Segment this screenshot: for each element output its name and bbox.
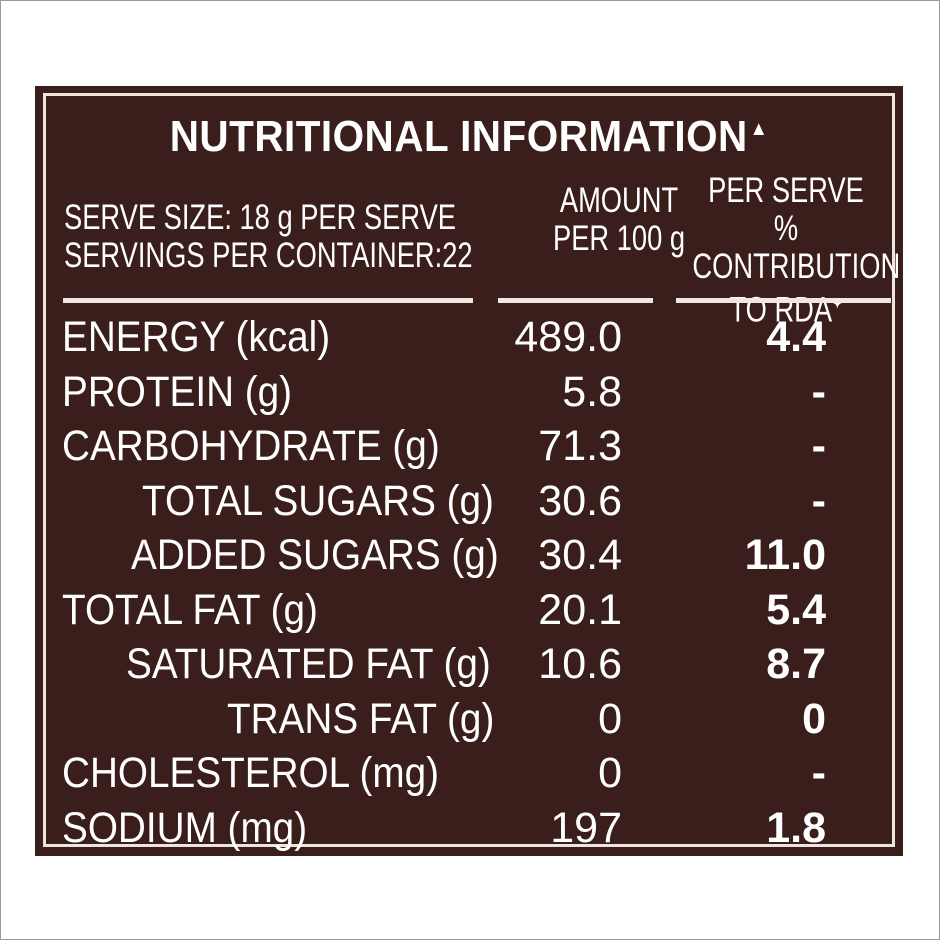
rda-percent: 1.8	[766, 803, 826, 852]
rda-header-line-2: CONTRIBUTION	[692, 247, 901, 286]
amount-per-100g: 489.0	[514, 313, 622, 361]
nutrient-name: SATURATED FAT (g)	[126, 640, 491, 688]
nutrient-name: PROTEIN (g)	[62, 367, 293, 416]
rda-percent: 5.4	[766, 585, 826, 634]
amount-per-100g: 197	[550, 803, 622, 852]
nutrient-name: ADDED SUGARS (g)	[131, 531, 499, 579]
amount-column-header: AMOUNT PER 100 g	[541, 182, 697, 258]
rda-percent: 11.0	[744, 531, 826, 579]
amount-header-line-2: PER 100 g	[552, 219, 686, 258]
nutrition-panel-border: NUTRITIONAL INFORMATION▲ SERVE SIZE: 18 …	[43, 93, 901, 852]
amount-per-100g: 0	[598, 694, 622, 743]
serve-size-text: SERVE SIZE: 18 g PER SERVE	[64, 198, 456, 237]
rda-header-line-3-wrap: TO RDA✦	[692, 286, 879, 330]
amount-per-100g: 71.3	[538, 422, 622, 470]
title-triangle-icon: ▲	[749, 118, 769, 141]
nutrient-name: CHOLESTEROL (mg)	[62, 749, 440, 797]
nutrient-name: TOTAL FAT (g)	[62, 585, 318, 634]
rda-percent: -	[811, 422, 826, 470]
servings-per-container-text: SERVINGS PER CONTAINER:22	[64, 236, 473, 275]
amount-per-100g: 20.1	[538, 585, 622, 634]
nutrient-name: CARBOHYDRATE (g)	[62, 422, 440, 470]
rda-header-line-3: TO RDA	[729, 290, 833, 330]
rda-star-icon: ✦	[832, 296, 843, 313]
nutrient-row: CARBOHYDRATE (g) 71.3 -	[46, 419, 892, 474]
nutrient-name: TRANS FAT (g)	[227, 694, 495, 743]
header-rule-rda	[676, 298, 891, 303]
amount-per-100g: 30.6	[538, 476, 622, 525]
rda-percent: 0	[802, 694, 826, 743]
nutrition-panel: NUTRITIONAL INFORMATION▲ SERVE SIZE: 18 …	[35, 86, 903, 856]
rda-header-line-1: PER SERVE %	[708, 171, 864, 248]
rda-column-header: PER SERVE % CONTRIBUTION TO RDA✦	[692, 171, 901, 330]
amount-per-100g: 5.8	[562, 367, 622, 416]
nutrient-rows: ENERGY (kcal) 489.0 4.4 PROTEIN (g) 5.8 …	[46, 310, 892, 855]
serving-info: SERVE SIZE: 18 g PER SERVE SERVINGS PER …	[64, 199, 473, 275]
rda-percent: 8.7	[766, 640, 826, 688]
nutrient-name: ENERGY (kcal)	[62, 313, 331, 361]
nutrient-row: SODIUM (mg) 197 1.8	[46, 801, 892, 856]
amount-per-100g: 10.6	[538, 640, 622, 688]
amount-header-line-1: AMOUNT	[559, 181, 679, 220]
panel-title-text: NUTRITIONAL INFORMATION	[169, 112, 748, 161]
panel-title: NUTRITIONAL INFORMATION▲	[80, 112, 858, 162]
nutrient-name: TOTAL SUGARS (g)	[142, 476, 494, 525]
header-rule-nutrient	[63, 298, 473, 303]
header-rule-amount	[498, 298, 653, 303]
rda-percent: -	[811, 749, 826, 797]
rda-percent: -	[811, 367, 826, 416]
nutrient-name: SODIUM (mg)	[62, 803, 308, 852]
nutrient-row: TRANS FAT (g) 0 0	[46, 692, 892, 747]
nutrient-row: CHOLESTEROL (mg) 0 -	[46, 746, 892, 801]
nutrient-row: ENERGY (kcal) 489.0 4.4	[46, 310, 892, 365]
rda-percent: -	[811, 476, 826, 525]
nutrient-row: SATURATED FAT (g) 10.6 8.7	[46, 637, 892, 692]
amount-per-100g: 0	[598, 749, 622, 797]
nutrient-row: ADDED SUGARS (g) 30.4 11.0	[46, 528, 892, 583]
rda-percent: 4.4	[766, 313, 826, 361]
nutrient-row: PROTEIN (g) 5.8 -	[46, 365, 892, 420]
nutrient-row: TOTAL SUGARS (g) 30.6 -	[46, 474, 892, 529]
amount-per-100g: 30.4	[538, 531, 622, 579]
nutrient-row: TOTAL FAT (g) 20.1 5.4	[46, 583, 892, 638]
